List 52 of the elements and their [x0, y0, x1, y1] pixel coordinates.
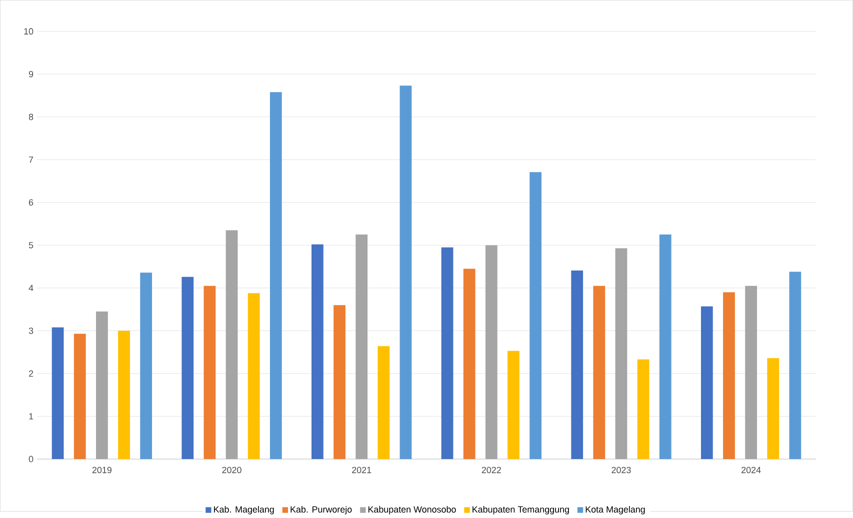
bar	[700, 306, 713, 460]
legend-label: Kabupaten Temanggung	[472, 506, 569, 514]
bar	[723, 292, 735, 460]
bar	[52, 327, 64, 460]
bar	[204, 286, 216, 460]
x-tick-label: 2021	[352, 466, 372, 474]
x-tick-label: 2022	[482, 466, 501, 474]
bar	[659, 234, 672, 460]
bar	[485, 245, 498, 460]
y-tick-label: 3	[28, 328, 34, 334]
bar	[356, 234, 368, 460]
bar	[400, 86, 412, 460]
bar	[508, 350, 520, 460]
bar	[378, 346, 390, 460]
bar	[96, 312, 108, 460]
y-tick-label: 2	[28, 370, 34, 377]
y-tick-label: 5	[28, 242, 34, 248]
x-tick-label: 2020	[222, 466, 242, 474]
y-tick-label: 6	[28, 199, 34, 206]
bar	[593, 286, 606, 460]
bar	[530, 172, 542, 460]
x-tick-label: 2024	[742, 466, 761, 474]
bar	[441, 247, 454, 460]
bar	[637, 359, 650, 460]
legend-label: Kabupaten Wonosobo	[368, 506, 456, 514]
y-tick-label: 0	[28, 456, 34, 462]
bar	[767, 358, 780, 460]
y-tick-label: 7	[28, 156, 34, 163]
x-tick-label: 2019	[92, 466, 112, 474]
x-tick-label: 2023	[612, 466, 631, 474]
legend-label: Kota Magelang	[586, 506, 645, 514]
y-tick-label: 8	[28, 114, 34, 120]
y-tick-label: 1	[29, 413, 34, 420]
bar	[789, 272, 802, 460]
bar	[571, 270, 584, 460]
bar	[334, 305, 346, 460]
y-tick-label: 4	[28, 284, 34, 292]
bar	[182, 276, 194, 460]
bar	[270, 92, 282, 460]
bar	[615, 248, 628, 460]
bar	[74, 334, 86, 460]
bar	[118, 330, 130, 460]
legend-label: Kab. Purworejo	[290, 506, 352, 514]
bar	[226, 230, 238, 460]
bar	[140, 272, 152, 460]
bar	[463, 268, 476, 460]
y-tick-label: 10	[24, 28, 34, 35]
y-tick-label: 9	[28, 70, 34, 78]
bar	[248, 293, 260, 460]
legend-label: Kab. Magelang	[214, 506, 274, 514]
bar	[312, 244, 324, 460]
bar	[745, 286, 758, 460]
